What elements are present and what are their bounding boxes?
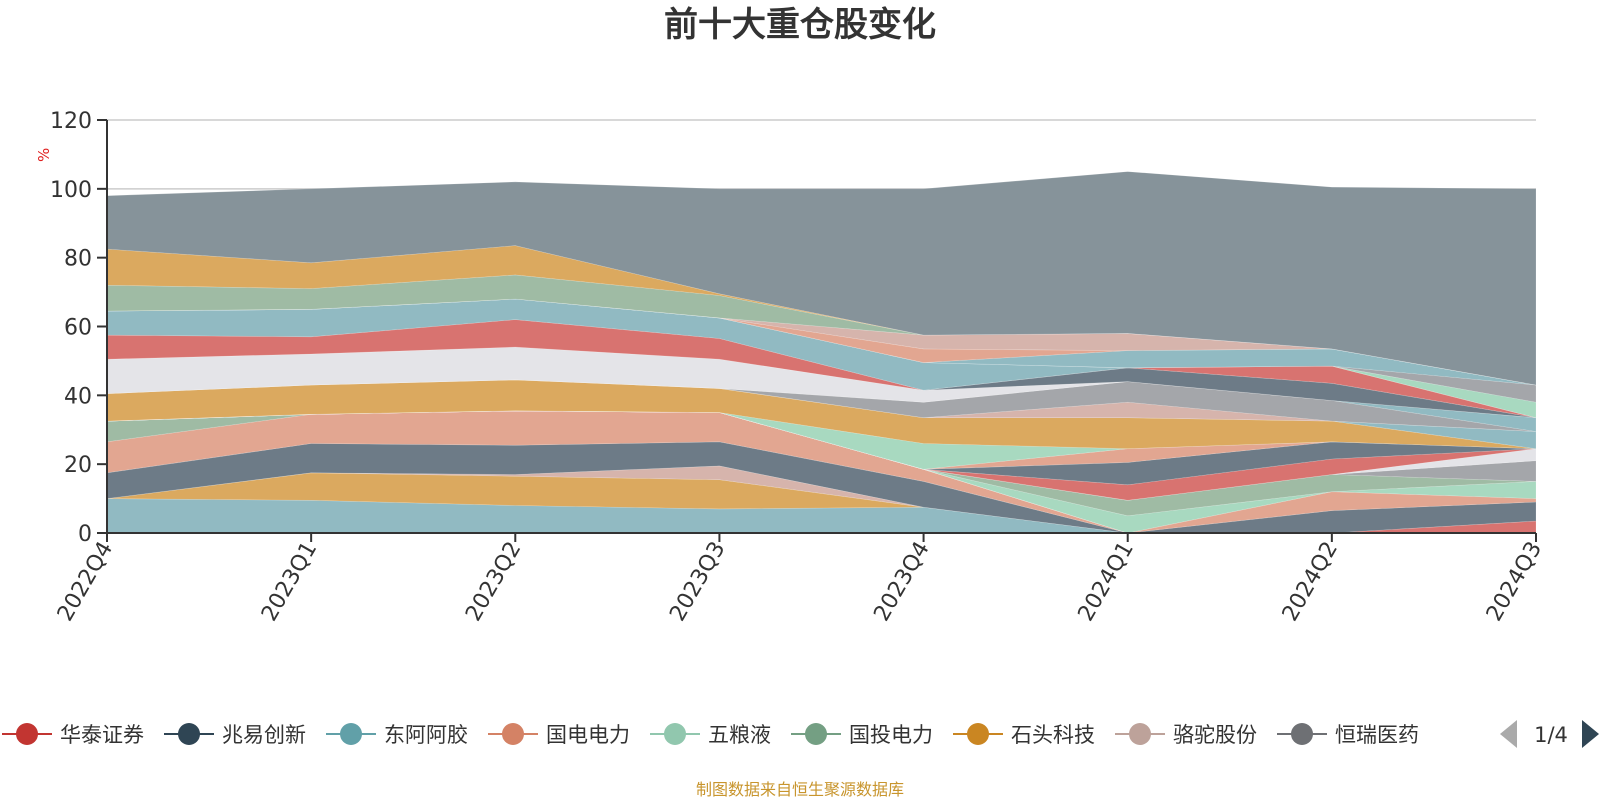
y-tick-label: 40	[64, 384, 92, 409]
y-tick-label: 80	[64, 247, 92, 272]
area-band-其他[interactable]	[106, 171, 1537, 386]
legend-item[interactable]: 国电电力	[488, 723, 630, 747]
area-band-东阿阿胶[interactable]	[106, 379, 1537, 432]
legend-item[interactable]: 恒瑞医药	[1277, 723, 1419, 747]
area-band-国电电力[interactable]	[106, 410, 1537, 534]
y-tick-label: 120	[50, 109, 92, 134]
legend-label: 国投电力	[849, 723, 933, 747]
y-axis-unit-label: %	[35, 148, 53, 162]
legend-item[interactable]: 石头科技	[953, 723, 1095, 747]
x-tick-label: 2024Q1	[1074, 538, 1139, 626]
y-tick-label: 20	[64, 453, 92, 478]
x-tick-label: 2023Q2	[461, 538, 526, 626]
area-band-五粮液[interactable]	[106, 410, 1537, 534]
legend-item[interactable]: 骆驼股份	[1115, 723, 1257, 747]
legend-marker-icon	[178, 723, 200, 745]
legend-label: 恒瑞医药	[1335, 723, 1419, 747]
legend[interactable]: 华泰证券 兆易创新 东阿阿胶 国电电力 五粮液 国投电力 石头科技 骆驼股份 恒瑞医药	[2, 723, 1419, 747]
y-tick-label: 100	[50, 178, 92, 203]
x-tick-label: 2023Q4	[869, 538, 934, 626]
legend-label: 东阿阿胶	[384, 723, 468, 747]
legend-page-prev-icon[interactable]	[1500, 720, 1517, 748]
legend-item[interactable]: 华泰证券	[2, 723, 144, 747]
area-band-兆易创新[interactable]	[106, 410, 1537, 534]
legend-marker-icon	[502, 723, 524, 745]
area-band-东阿阿胶[interactable]	[106, 379, 1537, 450]
area-band-石头科技[interactable]	[106, 379, 1537, 450]
x-tick-label: 2023Q1	[257, 538, 322, 626]
y-tick-label: 0	[78, 522, 92, 547]
legend-marker-icon	[664, 723, 686, 745]
legend-marker-icon	[340, 723, 362, 745]
legend-marker-icon	[805, 723, 827, 745]
legend-label: 石头科技	[1011, 723, 1095, 747]
legend-marker-icon	[1291, 723, 1313, 745]
legend-label: 五粮液	[708, 723, 771, 747]
y-tick-label: 60	[64, 316, 92, 341]
x-tick-label: 2024Q3	[1482, 538, 1547, 626]
legend-marker-icon	[16, 723, 38, 745]
legend-item[interactable]: 兆易创新	[164, 723, 306, 747]
area-band-恒瑞医药[interactable]	[106, 410, 1537, 501]
legend-item[interactable]: 五粮液	[650, 723, 771, 747]
area-band-五粮液[interactable]	[106, 298, 1537, 419]
legend-item[interactable]: 东阿阿胶	[326, 723, 468, 747]
data-source-note: 制图数据来自恒生聚源数据库	[696, 780, 904, 799]
chart-title: 前十大重仓股变化	[664, 5, 936, 45]
legend-page-indicator: 1/4	[1534, 723, 1568, 747]
area-band-恒瑞医药[interactable]	[106, 298, 1537, 403]
x-tick-label: 2023Q3	[665, 538, 730, 626]
legend-marker-icon	[967, 723, 989, 745]
legend-item[interactable]: 国投电力	[791, 723, 933, 747]
area-band-国投电力[interactable]	[106, 274, 1537, 386]
x-tick-label: 2024Q2	[1278, 538, 1343, 626]
area-band-石头科技[interactable]	[106, 245, 1537, 386]
legend-label: 国电电力	[546, 723, 630, 747]
legend-label: 骆驼股份	[1173, 723, 1257, 747]
legend-page-next-icon[interactable]	[1582, 720, 1599, 748]
legend-marker-icon	[1129, 723, 1151, 745]
area-series-group	[106, 171, 1537, 534]
area-band-骆驼股份[interactable]	[106, 410, 1537, 501]
area-band-华泰证券[interactable]	[106, 410, 1537, 534]
x-tick-label: 2022Q4	[53, 538, 118, 626]
legend-label: 兆易创新	[222, 723, 306, 747]
legend-label: 华泰证券	[60, 723, 144, 747]
